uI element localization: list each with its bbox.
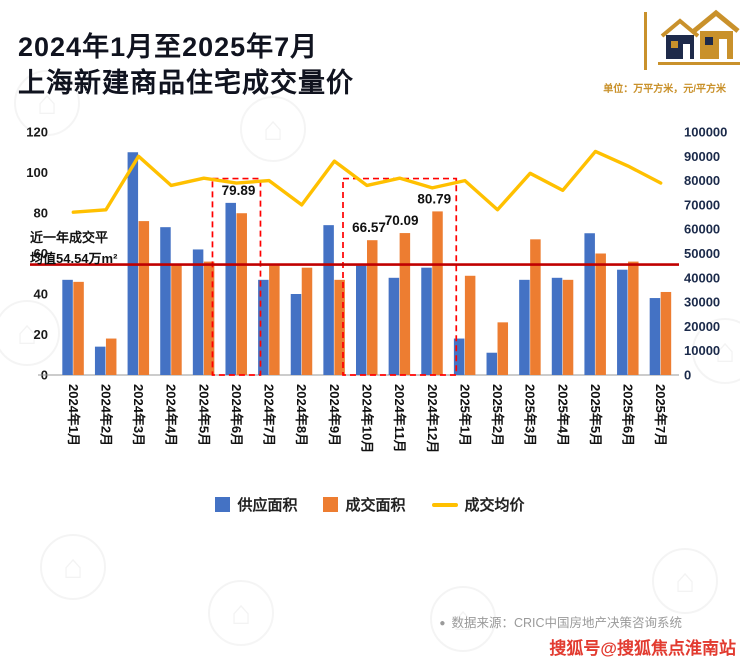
left-axis-tick: 120 <box>26 125 48 140</box>
x-axis-label: 2024年10月 <box>360 384 375 453</box>
x-axis-label: 2024年9月 <box>327 384 342 446</box>
data-source-text: 数据来源：CRIC中国房地产决策咨询系统 <box>451 616 682 630</box>
legend-square-swatch <box>215 497 231 512</box>
legend-square-swatch <box>323 497 339 512</box>
legend-item: 成交均价 <box>431 494 525 515</box>
gold-divider <box>644 12 647 70</box>
legend-label: 成交均价 <box>464 497 525 514</box>
highlight-box <box>211 177 262 376</box>
right-axis-tick: 100000 <box>684 125 727 140</box>
right-axis-tick: 30000 <box>684 295 720 310</box>
x-axis-label: 2025年6月 <box>621 384 636 446</box>
x-axis-label: 2025年2月 <box>490 384 505 446</box>
legend-label: 成交面积 <box>345 497 406 514</box>
x-axis-label: 2024年12月 <box>425 384 440 453</box>
x-axis-label: 2024年4月 <box>164 384 179 446</box>
faint-house-stamp <box>208 580 274 646</box>
x-axis-label: 2025年3月 <box>523 384 538 446</box>
avg-annotation: 近一年成交平 均值54.54万m² <box>30 227 117 270</box>
x-axis-label: 2024年8月 <box>294 384 309 446</box>
x-axis-label: 2024年3月 <box>131 384 146 446</box>
right-axis-tick: 60000 <box>684 222 720 237</box>
left-axis-tick: 40 <box>34 287 48 302</box>
faint-house-stamp <box>40 534 106 600</box>
faint-house-stamp <box>240 96 306 162</box>
right-axis-tick: 10000 <box>684 343 720 358</box>
x-axis-label: 2024年6月 <box>229 384 244 446</box>
price-line <box>71 149 663 214</box>
bar-series <box>73 211 672 375</box>
bullet-icon: ● <box>439 618 446 629</box>
x-axis-label: 2025年1月 <box>457 384 472 446</box>
faint-house-stamp <box>14 70 80 136</box>
legend-item: 供应面积 <box>215 494 297 515</box>
x-axis-label: 2025年5月 <box>588 384 603 446</box>
volume-price-chart: 0204060801001200100002000030000400005000… <box>26 125 727 454</box>
left-axis-tick: 100 <box>26 165 48 180</box>
data-label: 80.79 <box>417 191 451 206</box>
page-title: 2024年1月至2025年7月 上海新建商品住宅成交量价 <box>18 30 354 101</box>
legend-line-swatch <box>431 502 458 507</box>
legend-item: 成交面积 <box>323 494 406 515</box>
x-axis-label: 2024年5月 <box>196 384 211 446</box>
right-axis-tick: 20000 <box>684 319 720 334</box>
houses-logo-icon <box>658 9 740 65</box>
x-axis-label: 2024年1月 <box>66 384 81 446</box>
legend-label: 供应面积 <box>237 497 298 514</box>
faint-house-stamp <box>652 548 718 614</box>
right-axis-tick: 50000 <box>684 246 720 261</box>
x-axis-label: 2025年4月 <box>555 384 570 446</box>
faint-house-stamp <box>692 318 740 384</box>
chart-legend: 供应面积 成交面积 成交均价 <box>0 494 740 515</box>
faint-house-stamp <box>0 300 60 366</box>
avg-annotation-line2: 均值54.54万m² <box>30 251 118 267</box>
sohu-watermark: 搜狐号@搜狐焦点淮南站 <box>549 639 736 658</box>
faint-house-stamp <box>430 586 496 652</box>
data-label: 70.09 <box>385 213 419 228</box>
left-axis-tick: 80 <box>34 206 48 221</box>
x-axis-label: 2024年11月 <box>392 384 407 453</box>
avg-annotation-line1: 近一年成交平 <box>30 230 109 245</box>
right-axis-tick: 90000 <box>684 149 720 164</box>
right-axis-tick: 40000 <box>684 270 720 285</box>
highlight-box <box>342 177 458 376</box>
data-source: ● 数据来源：CRIC中国房地产决策咨询系统 <box>439 612 682 631</box>
right-axis-tick: 80000 <box>684 173 720 188</box>
left-axis-tick: 20 <box>34 327 48 342</box>
right-axis-tick: 70000 <box>684 197 720 212</box>
x-axis-label: 2024年2月 <box>98 384 113 446</box>
title-line2: 上海新建商品住宅成交量价 <box>18 67 354 98</box>
title-line1: 2024年1月至2025年7月 <box>18 32 319 63</box>
x-axis-label: 2025年7月 <box>653 384 668 446</box>
unit-note: 单位：万平方米，元/平方米 <box>603 84 726 95</box>
data-label: 79.89 <box>222 183 256 198</box>
data-label: 66.57 <box>352 220 386 235</box>
right-axis-tick: 0 <box>684 368 691 383</box>
x-axis-label: 2024年7月 <box>262 384 277 446</box>
left-axis-tick: 60 <box>34 246 48 261</box>
